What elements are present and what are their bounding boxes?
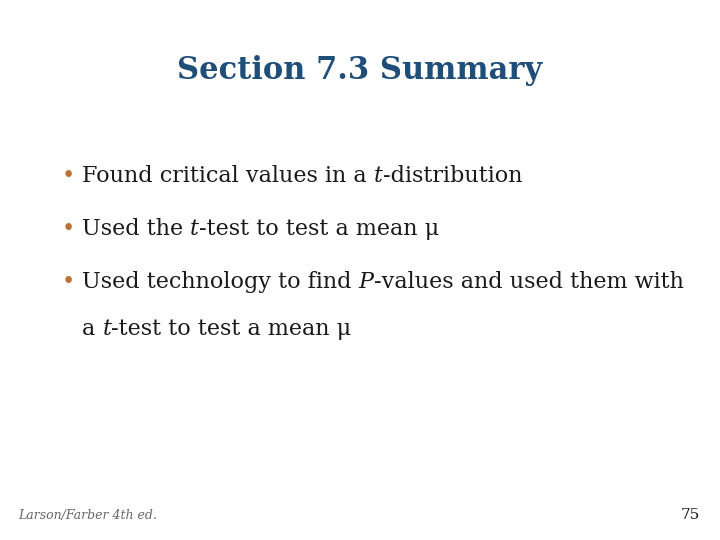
Text: a: a <box>82 318 102 340</box>
Text: 75: 75 <box>680 508 700 522</box>
Text: Used technology to find: Used technology to find <box>82 271 359 293</box>
Text: Found critical values in a: Found critical values in a <box>82 165 374 187</box>
Text: t: t <box>190 218 199 240</box>
Text: -test to test a mean μ: -test to test a mean μ <box>112 318 351 340</box>
Text: Used the: Used the <box>82 218 190 240</box>
Text: Larson/Farber 4th ed.: Larson/Farber 4th ed. <box>18 509 157 522</box>
Text: -distribution: -distribution <box>383 165 522 187</box>
Text: -values and used them with: -values and used them with <box>374 271 683 293</box>
Text: -test to test a mean μ: -test to test a mean μ <box>199 218 439 240</box>
Text: t: t <box>102 318 112 340</box>
Text: •: • <box>62 165 76 187</box>
Text: •: • <box>62 271 76 293</box>
Text: t: t <box>374 165 383 187</box>
Text: •: • <box>62 218 76 240</box>
Text: Section 7.3 Summary: Section 7.3 Summary <box>177 55 543 86</box>
Text: P: P <box>359 271 374 293</box>
